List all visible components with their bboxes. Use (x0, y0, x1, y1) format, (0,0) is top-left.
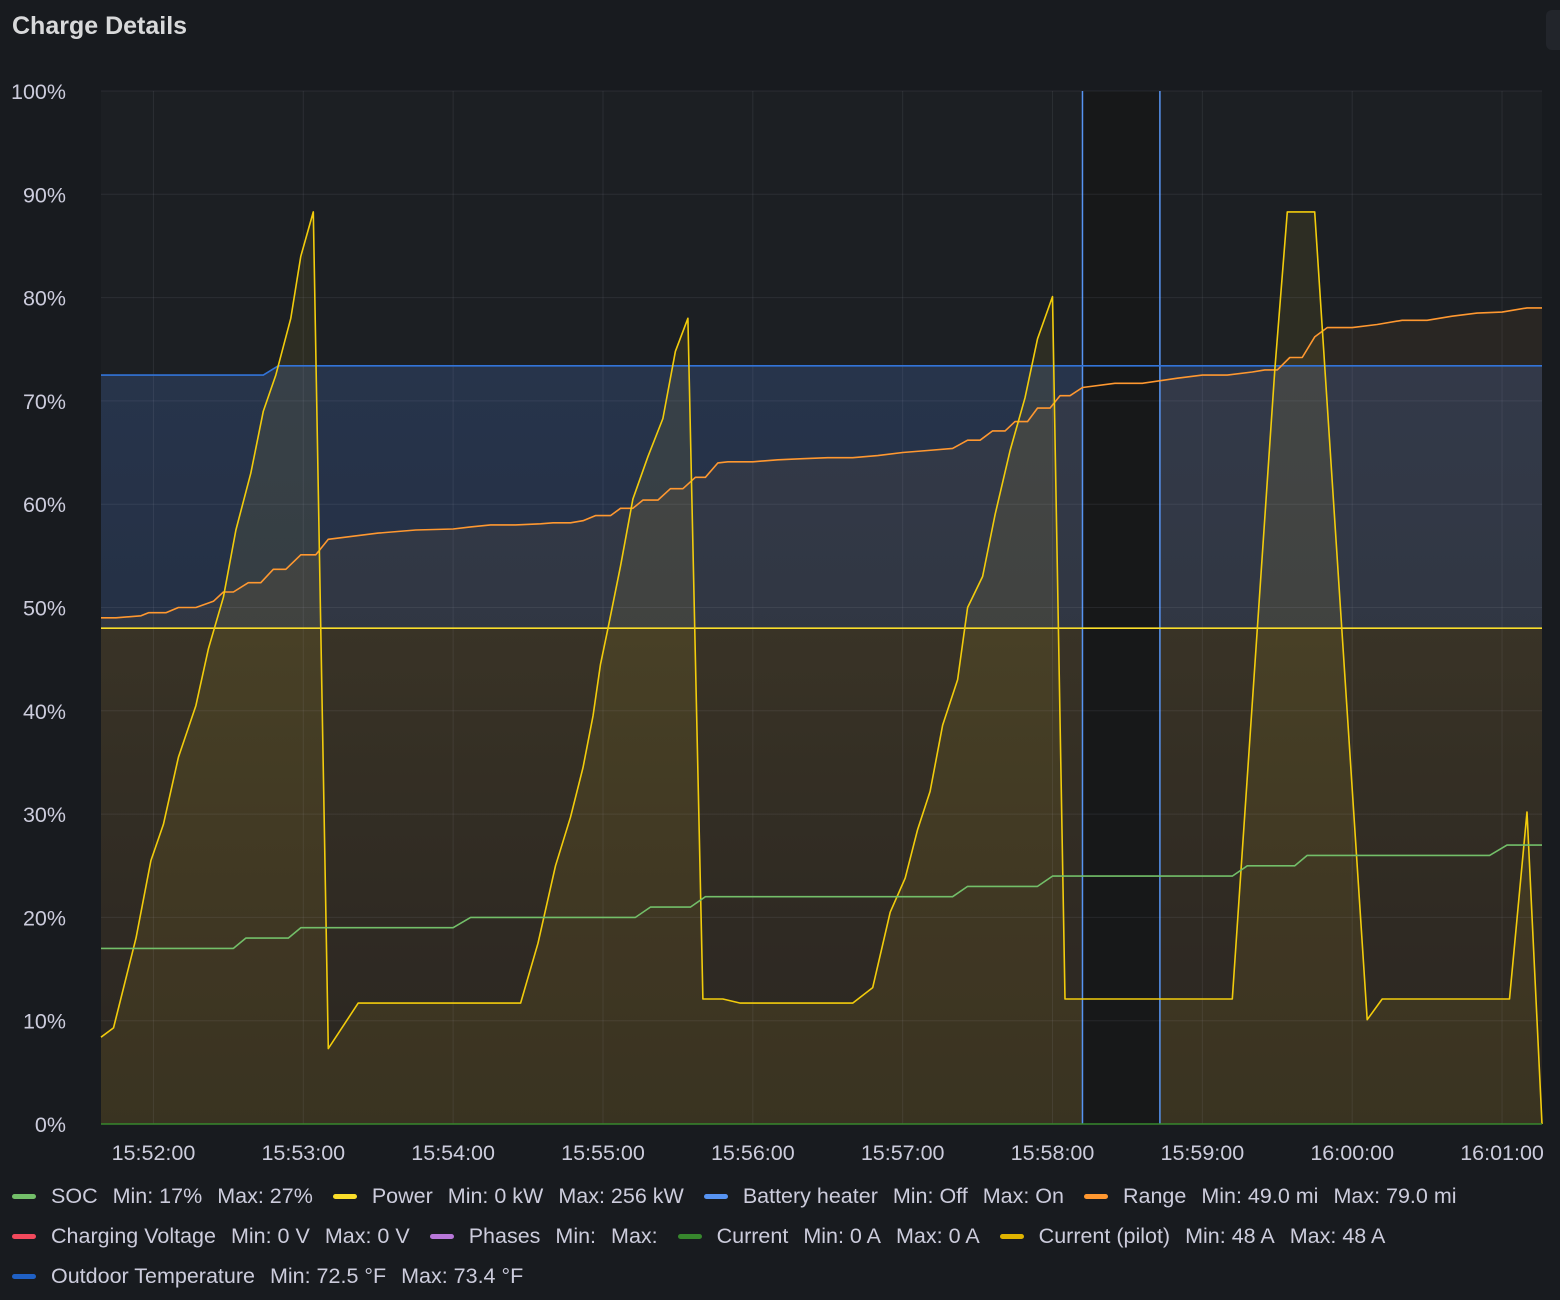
legend-swatch (332, 1193, 357, 1199)
legend-max: Max: 48 A (1289, 1223, 1386, 1248)
legend-name: Battery heater (742, 1183, 878, 1208)
legend-min: Min: 17% (112, 1183, 203, 1208)
y-tick-label: 10% (23, 1010, 66, 1034)
y-tick-label: 70% (23, 390, 66, 414)
area-range (101, 307, 1542, 1124)
x-tick-label: 16:01:00 (1460, 1141, 1544, 1165)
legend-item[interactable]: Battery heater Min: Off Max: On (703, 1183, 1064, 1209)
x-tick-label: 16:00:00 (1310, 1141, 1394, 1165)
legend-swatch (12, 1193, 36, 1199)
legend-max: Max: 73.4 °F (401, 1263, 524, 1288)
x-tick-label: 15:59:00 (1161, 1141, 1245, 1165)
y-tick-label: 60% (23, 493, 66, 517)
y-tick-label: 50% (23, 597, 66, 621)
legend-swatch (999, 1233, 1024, 1239)
series-line-outdoor-temperature[interactable] (101, 364, 1542, 376)
legend-min: Min: 0 V (230, 1223, 310, 1248)
legend-max: Max: 0 A (896, 1223, 980, 1248)
legend-item[interactable]: SOC Min: 17% Max: 27% (12, 1184, 313, 1209)
legend-name: Current (716, 1223, 789, 1248)
y-tick-label: 100% (11, 80, 66, 104)
legend-name: Outdoor Temperature (51, 1263, 255, 1288)
x-tick-label: 15:52:00 (112, 1141, 196, 1165)
legend-min: Min: 0 A (803, 1223, 882, 1248)
legend-max: Max: 79.0 mi (1333, 1183, 1457, 1208)
series-line-range[interactable] (101, 307, 1542, 619)
legend-swatch (429, 1233, 454, 1239)
legend-swatch (677, 1233, 702, 1239)
legend-swatch (703, 1193, 728, 1199)
area-current-pilot- (101, 628, 1542, 1124)
legend-min: Min: Off (892, 1183, 968, 1208)
legend-min: Min: (555, 1223, 597, 1248)
y-tick-label: 40% (23, 700, 66, 724)
legend-row: Outdoor Temperature Min: 72.5 °F Max: 73.4… (12, 1256, 1552, 1296)
legend-name: Power (371, 1183, 433, 1208)
panel-title[interactable]: Charge Details (12, 12, 188, 40)
legend-max: Max: On (982, 1183, 1064, 1208)
series-line-power[interactable] (100, 211, 1543, 1125)
panel-menu-button[interactable] (1546, 10, 1560, 50)
x-tick-label: 15:58:00 (1011, 1141, 1095, 1165)
y-tick-label: 90% (23, 183, 66, 207)
line-chart[interactable]: 0% 10% 20% 30% 40% 50% 60% 70% 80% 90% 100% 15:52:… (0, 0, 1560, 1176)
legend-row: SOC Min: 17% Max: 27% Power Min: 0 kW Max: 25… (12, 1176, 1552, 1216)
legend-swatch (1083, 1193, 1108, 1199)
legend-name: Current (pilot) (1038, 1223, 1171, 1248)
legend-swatch (12, 1273, 36, 1279)
annotation-region (1082, 91, 1160, 1124)
legend-min: Min: 72.5 °F (269, 1263, 387, 1288)
legend-item[interactable]: Charging Voltage Min: 0 V Max: 0 V (12, 1224, 410, 1249)
legend-item[interactable]: Current Min: 0 A Max: 0 A (677, 1223, 980, 1249)
legend-max: Max: 256 kW (558, 1183, 684, 1208)
legend-min: Min: 0 kW (447, 1183, 544, 1208)
legend-item[interactable]: Current (pilot) Min: 48 A Max: 48 A (999, 1223, 1386, 1249)
legend-min: Min: 49.0 mi (1201, 1183, 1319, 1208)
legend-name: SOC (51, 1183, 98, 1208)
legend-name: Phases (468, 1223, 541, 1248)
x-tick-label: 15:54:00 (411, 1141, 495, 1165)
legend-max: Max: (611, 1223, 658, 1248)
legend-item[interactable]: Outdoor Temperature Min: 72.5 °F Max: 73.4… (12, 1264, 523, 1289)
legend-name: Charging Voltage (51, 1223, 216, 1248)
legend-swatch (12, 1233, 36, 1239)
x-tick-label: 15:56:00 (711, 1141, 795, 1165)
y-tick-label: 20% (23, 906, 66, 930)
legend-item[interactable]: Range Min: 49.0 mi Max: 79.0 mi (1083, 1183, 1457, 1209)
x-tick-label: 15:55:00 (561, 1141, 645, 1165)
area-power (101, 211, 1542, 1124)
x-tick-label: 15:57:00 (861, 1141, 945, 1165)
legend-row: Charging Voltage Min: 0 V Max: 0 V Phases Mi… (12, 1216, 1552, 1256)
x-tick-label: 15:53:00 (261, 1141, 345, 1165)
legend-max: Max: 0 V (324, 1223, 410, 1248)
legend-item[interactable]: Phases Min: Max: (429, 1223, 658, 1249)
legend-item[interactable]: Power Min: 0 kW Max: 256 kW (332, 1183, 684, 1209)
y-tick-label: 80% (23, 287, 66, 311)
legend-max: Max: 27% (217, 1183, 313, 1208)
series-line-soc[interactable] (101, 844, 1542, 950)
y-tick-label: 0% (35, 1113, 66, 1137)
y-tick-label: 30% (23, 803, 66, 827)
legend-min: Min: 48 A (1185, 1223, 1275, 1248)
chart-legend: SOC Min: 17% Max: 27% Power Min: 0 kW Max: 25… (12, 1176, 1552, 1296)
legend-name: Range (1122, 1183, 1187, 1208)
